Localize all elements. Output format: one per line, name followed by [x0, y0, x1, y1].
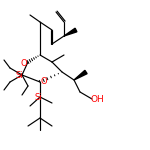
Text: O: O — [41, 76, 47, 85]
Text: Si: Si — [15, 72, 23, 81]
Text: O: O — [21, 58, 27, 68]
Polygon shape — [64, 28, 77, 36]
Polygon shape — [74, 70, 87, 80]
Text: Si: Si — [34, 93, 42, 102]
Text: OH: OH — [90, 94, 104, 103]
